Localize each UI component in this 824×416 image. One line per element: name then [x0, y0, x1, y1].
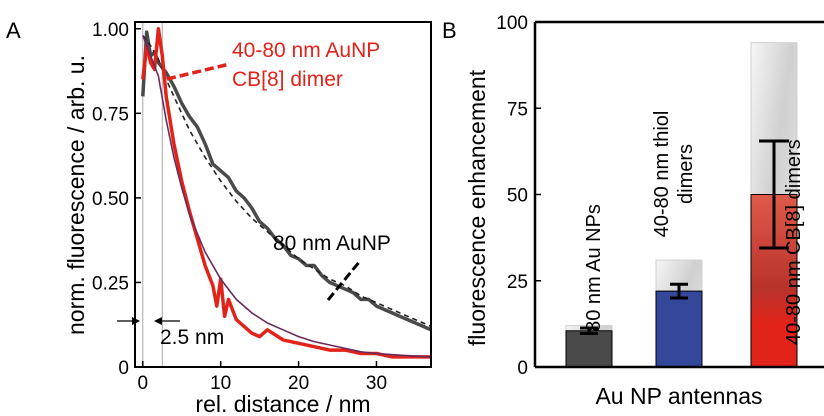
y-tick-label: 0: [118, 358, 129, 379]
y-tick-label: 0.25: [92, 273, 129, 294]
bar-category-label: 80 nm Au NPs: [583, 204, 605, 332]
y-tick-label: 0.75: [92, 104, 129, 125]
bar-category-label: 40-80 nm CB[8] dimers: [783, 139, 805, 345]
single-annotation: 80 nm AuNP: [273, 232, 391, 255]
gap-arrow-right-head: [154, 317, 162, 325]
decay-plot-frame: [134, 21, 432, 368]
series-line-dimer-fit: [142, 35, 432, 358]
bar-category-label: 40-80 nm thiol dimers: [651, 111, 697, 238]
gap-annotation: 2.5 nm: [160, 326, 224, 349]
panel-label-b: B: [442, 18, 457, 43]
series-line-single-fit: [142, 35, 432, 328]
enhancement-chart: 80 nm Au NPs 40-80 nm thiol dimers 40-80 nm…: [464, 13, 824, 409]
bar: [655, 290, 703, 368]
decay-chart: 0 10 20 30 0 0.25 0.50 0.75 1.00 rel. distance /…: [63, 20, 432, 416]
dimer-annotation-line2: CB[8] dimer: [232, 68, 343, 91]
y-tick-label: 25: [507, 272, 528, 293]
panel-label-a: A: [6, 18, 21, 43]
y-tick-label: 100: [496, 13, 528, 34]
x-tick-label: 20: [288, 373, 309, 394]
y-tick-label: 75: [507, 99, 528, 120]
enhancement-axis-ticks: 0 25 50 75 100: [496, 13, 541, 379]
x-tick-label: 30: [366, 373, 387, 394]
bar: [565, 330, 613, 368]
decay-axis-ticks: 0 10 20 30 0 0.25 0.50 0.75 1.00: [92, 20, 387, 394]
enhancement-plot-area: 80 nm Au NPs 40-80 nm thiol dimers 40-80 nm…: [565, 42, 805, 368]
x-tick-label: 10: [210, 373, 231, 394]
x-tick-label: 0: [138, 373, 149, 394]
decay-x-axis-label: rel. distance / nm: [195, 391, 370, 416]
y-tick-label: 1.00: [92, 20, 129, 41]
single-leader-line: [326, 260, 362, 301]
series-line-single: [141, 30, 432, 332]
y-tick-label: 0: [517, 358, 528, 379]
enhancement-x-axis-label: Au NP antennas: [595, 383, 762, 409]
dimer-annotation-line1: 40-80 nm AuNP: [232, 39, 380, 62]
decay-plot-area: [141, 22, 432, 367]
series-line-dimer: [141, 27, 431, 359]
y-tick-label: 0.50: [92, 189, 129, 210]
decay-y-axis-label: norm. fluorescence / arb. u.: [63, 55, 89, 335]
enhancement-y-axis-label: fluorescence enhancement: [464, 69, 490, 346]
gap-arrow-left-head: [132, 317, 140, 325]
y-tick-label: 50: [507, 186, 528, 207]
dimer-leader-line: [166, 62, 231, 81]
